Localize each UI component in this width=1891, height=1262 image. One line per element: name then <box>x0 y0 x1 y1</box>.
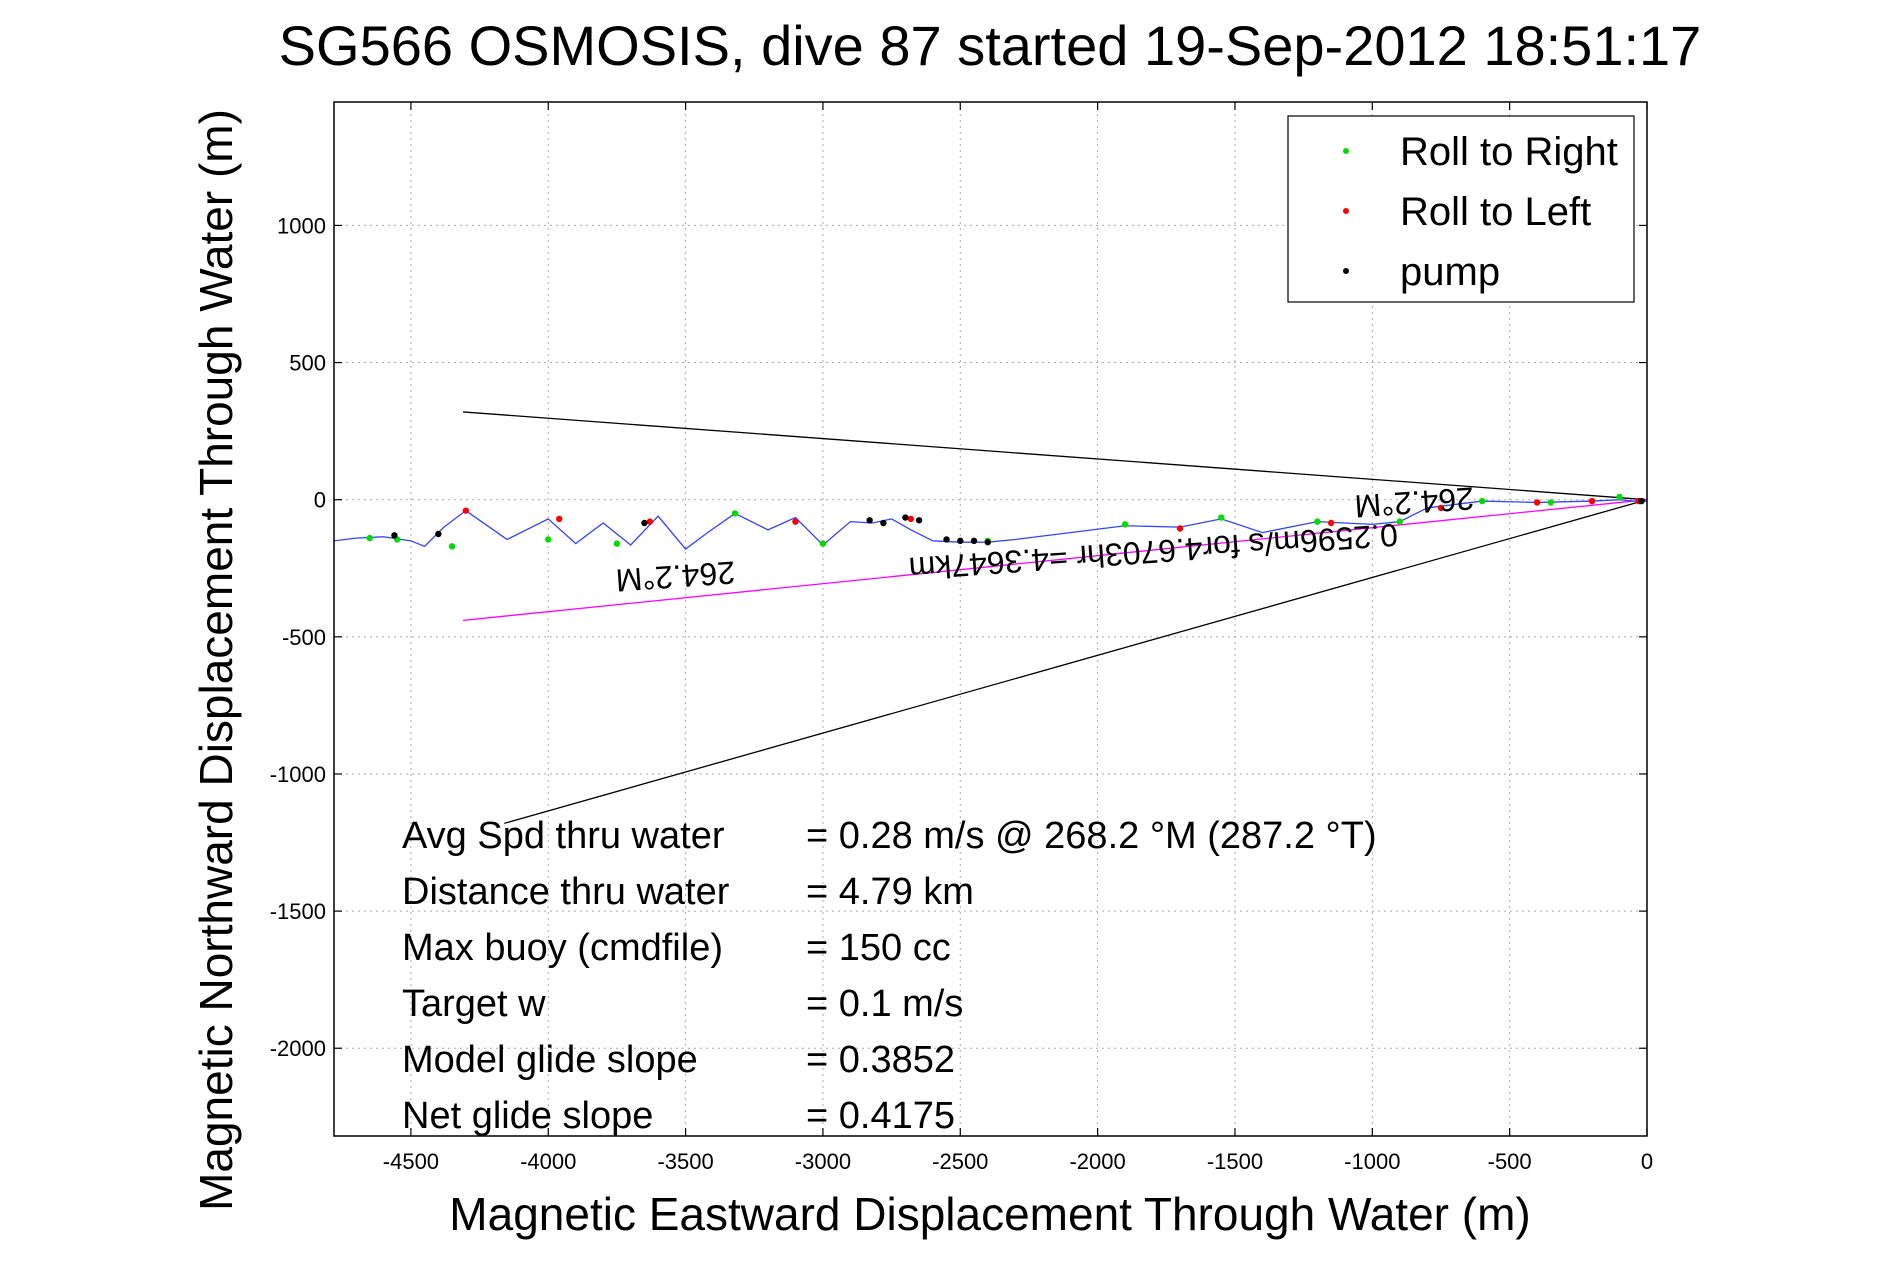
pump-point <box>902 514 909 521</box>
roll-to-left-point <box>462 507 470 514</box>
stat-value: = 0.1 m/s <box>806 983 963 1025</box>
annotation-label: 264.2°M <box>615 554 737 598</box>
stat-value: = 4.79 km <box>806 871 974 913</box>
stat-label: Model glide slope <box>402 1039 698 1081</box>
roll-to-right-point <box>1314 518 1321 525</box>
y-tick-label: -500 <box>282 625 326 650</box>
roll-to-left-point <box>1176 525 1184 532</box>
series <box>333 493 1647 550</box>
pump-point <box>866 517 873 524</box>
y-axis-label: Magnetic Northward Displacement Through … <box>190 109 242 1211</box>
x-tick-label: -1500 <box>1207 1149 1263 1174</box>
annotation-label: 264.2°M <box>1353 480 1475 524</box>
legend: Roll to Right Roll to Left pump <box>1287 115 1635 303</box>
roll-to-right-point <box>1121 521 1129 528</box>
x-tick-label: -2500 <box>932 1149 988 1174</box>
roll-to-left-point <box>1437 504 1445 512</box>
pump-point <box>435 530 442 538</box>
roll-to-right-point <box>1218 514 1225 521</box>
chart-title: SG566 OSMOSIS, dive 87 started 19-Sep-20… <box>279 14 1702 77</box>
pump-point <box>915 517 923 524</box>
reference-line <box>463 411 1648 501</box>
roll-to-right-point <box>366 534 373 542</box>
stat-label: Avg Spd thru water <box>402 815 725 857</box>
pump-point <box>984 539 991 546</box>
x-axis-label: Magnetic Eastward Displacement Through W… <box>449 1188 1530 1240</box>
pump-point <box>970 537 978 545</box>
y-tick-label: 0 <box>314 488 326 513</box>
stats-box: Avg Spd thru water = 0.28 m/s @ 268.2 °M … <box>402 815 1377 1137</box>
stat-label: Max buoy (cmdfile) <box>402 927 723 969</box>
reference-line <box>504 499 1648 824</box>
x-tick-label: 0 <box>1641 1149 1653 1174</box>
roll-to-left-point <box>1533 499 1541 506</box>
pump-point <box>641 519 648 527</box>
y-tick-labels: 1000 500 0 -500 -1000 -1500 -2000 <box>270 213 326 1061</box>
x-tick-label: -3000 <box>795 1149 851 1174</box>
legend-label: pump <box>1400 250 1500 294</box>
x-tick-label: -4500 <box>383 1149 439 1174</box>
legend-marker <box>1343 208 1349 214</box>
legend-label: Roll to Left <box>1400 190 1591 234</box>
y-tick-label: 500 <box>289 351 326 376</box>
stat-value: = 0.4175 <box>806 1095 955 1137</box>
roll-to-left-point <box>556 515 563 523</box>
legend-marker <box>1343 268 1349 274</box>
stat-label: Distance thru water <box>402 871 730 913</box>
roll-to-right-point <box>448 543 456 550</box>
x-tick-label: -1000 <box>1344 1149 1400 1174</box>
pump-point <box>943 536 950 543</box>
x-tick-label: -4000 <box>520 1149 576 1174</box>
y-tick-label: -2000 <box>270 1036 326 1061</box>
stat-value: = 0.3852 <box>806 1039 955 1081</box>
roll-to-left-point <box>792 518 799 525</box>
roll-to-right-point <box>819 540 827 547</box>
reference-line <box>463 499 1648 622</box>
roll-to-left-point <box>1588 497 1596 505</box>
y-tick-label: -1000 <box>270 762 326 787</box>
stat-value: = 150 cc <box>806 927 951 969</box>
pump-point <box>1638 497 1645 505</box>
x-tick-labels: -4500 -4000 -3500 -3000 -2500 -2000 -1500 -1000… <box>383 1149 1653 1174</box>
y-tick-label: -1500 <box>270 899 326 924</box>
roll-to-right-point <box>613 540 621 547</box>
legend-label: Roll to Right <box>1400 130 1618 174</box>
legend-marker <box>1343 148 1349 154</box>
pump-point <box>391 532 398 539</box>
stat-label: Target w <box>402 983 546 1025</box>
pump-point <box>880 519 887 527</box>
roll-to-left-point <box>1327 519 1335 527</box>
roll-to-right-point <box>1396 518 1403 525</box>
x-tick-label: -500 <box>1488 1149 1532 1174</box>
reference-lines <box>463 411 1648 824</box>
y-tick-label: 1000 <box>277 213 326 238</box>
plot-frame <box>333 101 1648 1137</box>
roll-to-left-point <box>907 515 915 523</box>
roll-to-right-point <box>731 510 739 517</box>
x-tick-label: -2000 <box>1069 1149 1125 1174</box>
roll-to-right-point <box>545 536 552 543</box>
roll-to-right-point <box>1616 493 1623 501</box>
pump-point <box>957 537 964 545</box>
x-tick-label: -3500 <box>657 1149 713 1174</box>
roll-to-right-point <box>1547 499 1555 506</box>
roll-to-left-point <box>646 518 654 525</box>
annotation-label: 0.2596m/s for4.6703hr =4.3647km <box>908 517 1399 587</box>
stat-value: = 0.28 m/s @ 268.2 °M (287.2 °T) <box>806 815 1377 857</box>
roll-to-right-point <box>1478 497 1486 505</box>
stat-label: Net glide slope <box>402 1095 653 1137</box>
